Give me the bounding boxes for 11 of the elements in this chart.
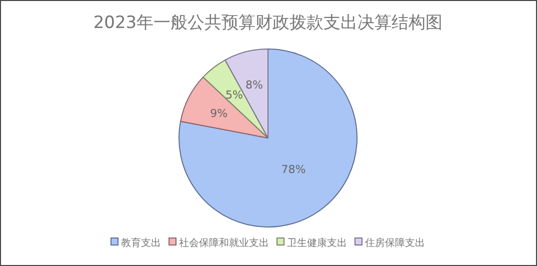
data-label: 78% — [281, 162, 306, 176]
legend-label: 卫生健康支出 — [287, 237, 347, 249]
data-label: 9% — [210, 106, 228, 120]
data-label: 8% — [246, 78, 264, 92]
data-label: 5% — [225, 88, 243, 102]
pie-slice — [178, 48, 358, 228]
legend-label: 住房保障支出 — [365, 237, 425, 249]
pie-slice — [180, 76, 268, 138]
chart-title: 2023年一般公共预算财政拨款支出决算结构图 — [93, 13, 443, 33]
legend-label: 教育支出 — [121, 237, 161, 249]
legend-label: 社会保障和就业支出 — [179, 237, 269, 249]
